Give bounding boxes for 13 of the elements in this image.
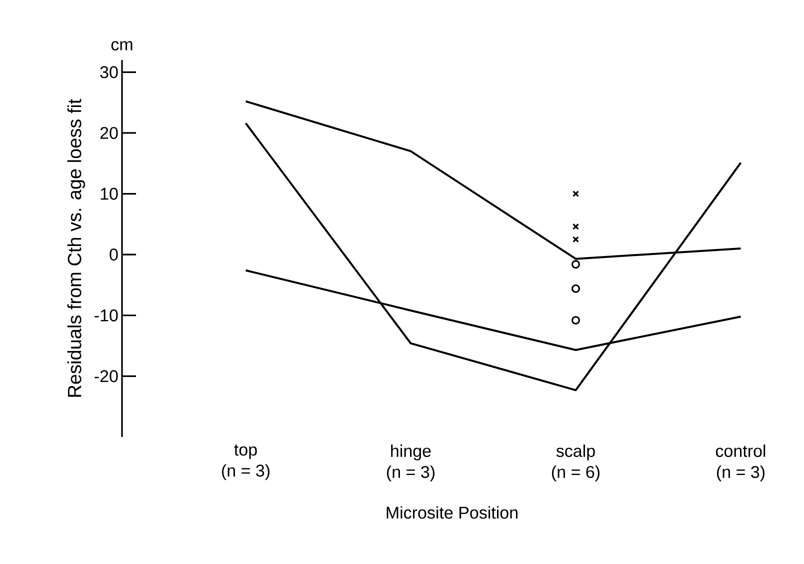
y-tick-label: 0 <box>110 248 118 261</box>
y-tick-label: -10 <box>94 309 118 322</box>
y-tick-label: 30 <box>100 66 118 78</box>
x-tick-label: control (n = 3) <box>716 444 766 482</box>
y-tick-label: -20 <box>94 370 118 382</box>
x-tick-label: scalp (n = 6) <box>552 444 600 482</box>
y-axis-title: Residuals from Cth vs. age loess fit <box>67 98 86 397</box>
x-axis-title: Microsite Position <box>386 506 518 519</box>
x-tick-label: top (n = 3) <box>222 444 270 480</box>
x-tick-label: hinge (n = 3) <box>387 444 434 482</box>
y-tick-label: 20 <box>100 126 118 139</box>
y-tick-label: 10 <box>100 188 118 200</box>
text: cm <box>111 41 132 50</box>
